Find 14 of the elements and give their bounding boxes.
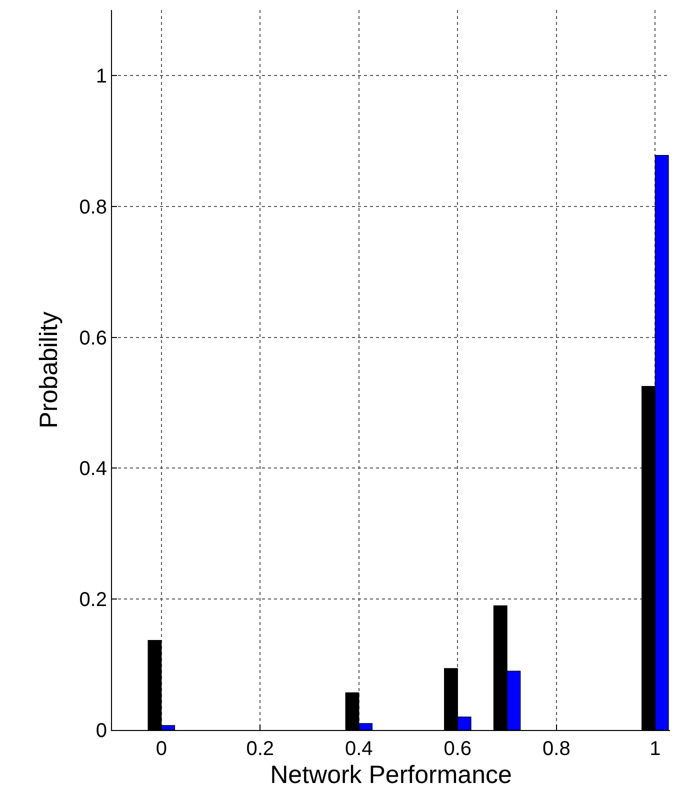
x-tick-label: 0.8 (542, 738, 570, 760)
y-tick-label: 0.8 (79, 196, 107, 218)
x-tick-label: 0 (156, 738, 167, 760)
y-axis-title: Probability (34, 311, 63, 428)
y-tick-label: 0.2 (79, 589, 107, 612)
y-tick-label: 0 (96, 720, 107, 742)
y-tick-label: 0.4 (79, 458, 107, 480)
y-tick-label: 1 (96, 65, 107, 88)
y-tick-label: 0.6 (79, 327, 107, 350)
x-tick-label: 0.2 (246, 738, 274, 760)
x-tick-label: 0.6 (444, 738, 472, 760)
x-tick-label: 0.4 (344, 738, 373, 760)
x-tick-label: 1 (650, 738, 661, 760)
x-axis-title: Network Performance (270, 761, 512, 789)
